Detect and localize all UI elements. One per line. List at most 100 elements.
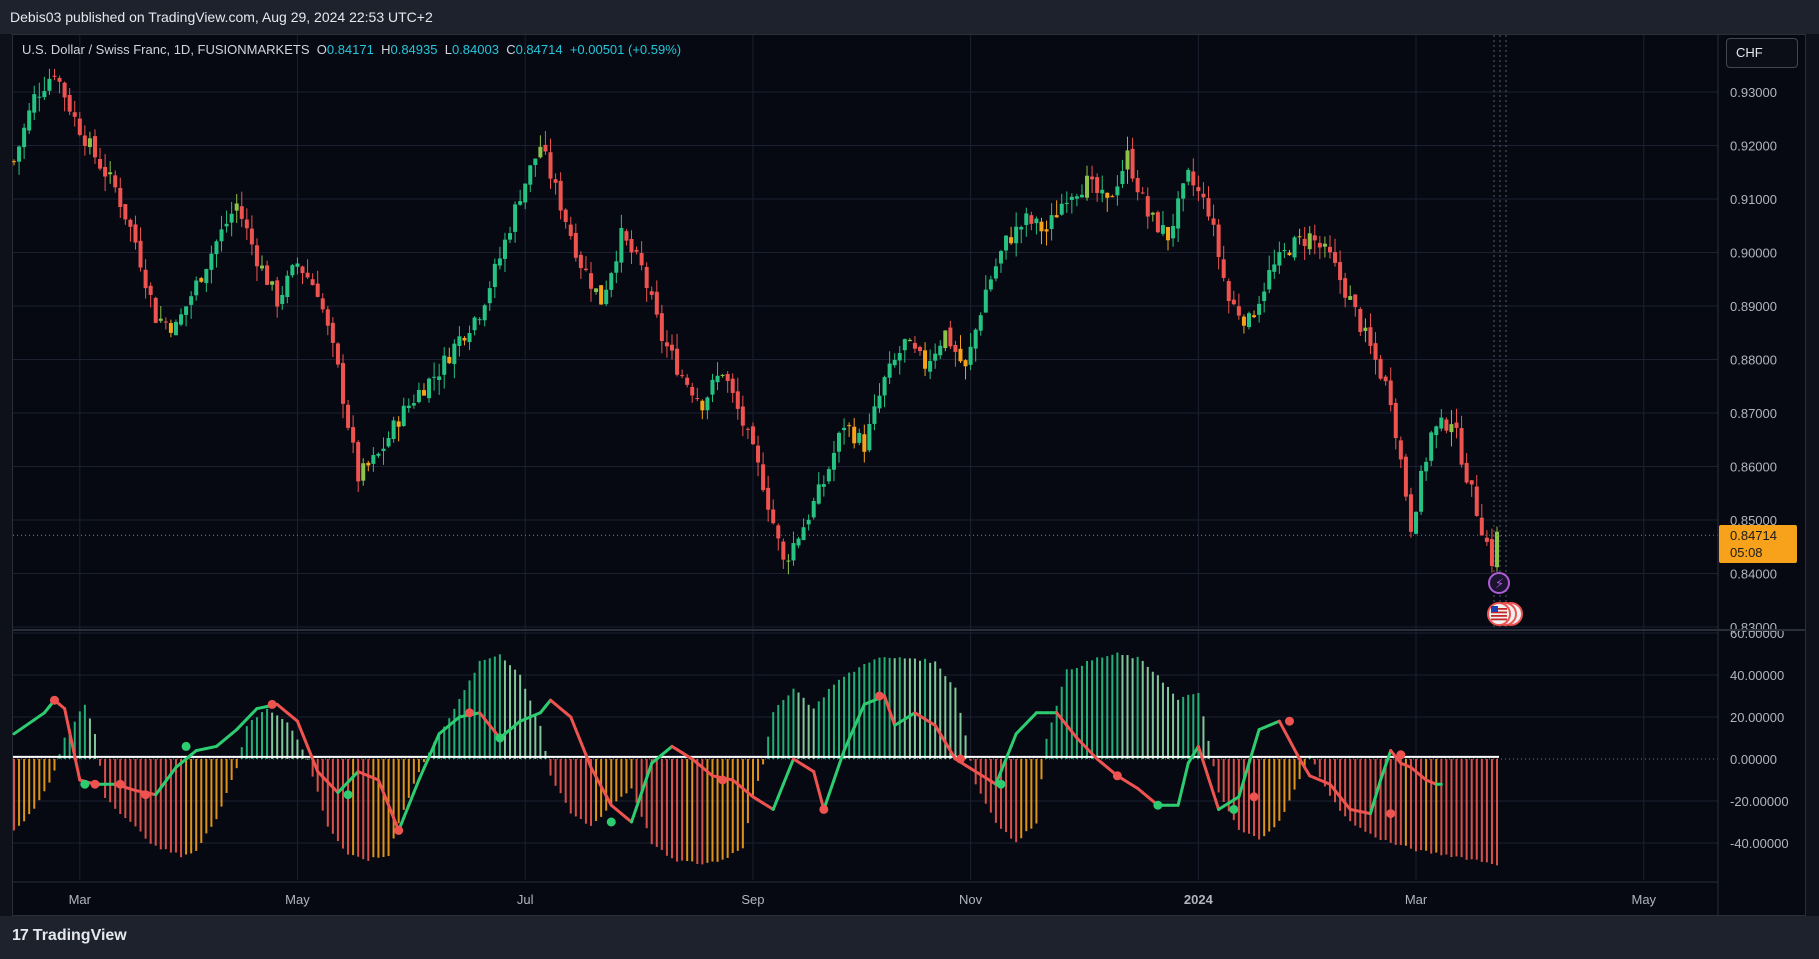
histogram-bar (104, 759, 107, 799)
candle-body (563, 209, 568, 222)
tradingview-logo[interactable]: 17 TradingView (12, 927, 127, 945)
chart-frame[interactable] (12, 34, 1806, 916)
candle-body (62, 82, 67, 98)
histogram-bar (701, 759, 704, 865)
oscillator-peak-marker (955, 754, 965, 764)
histogram-bar (357, 759, 360, 857)
open-label: O (316, 42, 327, 57)
histogram-bar (549, 759, 552, 776)
oscillator-line (1252, 728, 1261, 748)
histogram-bar (989, 759, 992, 813)
histogram-bar (1212, 759, 1215, 767)
candle-body (973, 329, 978, 349)
histogram-bar (1106, 656, 1109, 759)
histogram-bar (868, 662, 871, 759)
candle-body (680, 375, 685, 377)
candle-body (806, 519, 811, 525)
histogram-bar (812, 708, 815, 759)
histogram-bar (468, 680, 471, 759)
candle-body (376, 453, 381, 456)
histogram-bar (1151, 671, 1154, 759)
candle-body (356, 442, 361, 482)
candle-body (1100, 189, 1105, 194)
histogram-bar (655, 759, 658, 847)
candle-body (690, 386, 695, 396)
oscillator-line (407, 791, 416, 807)
histogram-bar (1435, 759, 1438, 853)
candle-body (1312, 235, 1317, 241)
candle-body (1388, 380, 1393, 406)
candle-body (1125, 150, 1130, 170)
histogram-bar (797, 692, 800, 759)
histogram-bar (524, 688, 527, 759)
oscillator-trough-marker (343, 790, 353, 800)
histogram-bar (28, 759, 31, 815)
candle-body (1145, 196, 1150, 217)
candle-body (1414, 511, 1419, 534)
candle-body (654, 291, 659, 315)
oscillator-line (579, 740, 588, 757)
candle-body (1459, 428, 1464, 465)
histogram-bar (109, 759, 112, 803)
candle-body (1262, 291, 1267, 302)
histogram-bar (185, 759, 188, 855)
candle-body (993, 266, 998, 279)
candle-body (826, 469, 831, 482)
time-axis-tick: Nov (959, 892, 983, 907)
candle-body (447, 356, 452, 364)
candle-body (1231, 299, 1236, 305)
histogram-bar (691, 759, 694, 862)
histogram-bar (1425, 759, 1428, 851)
histogram-bar (1217, 759, 1220, 793)
candle-body (1348, 296, 1353, 300)
histogram-bar (1399, 759, 1402, 846)
candle-body (1004, 235, 1009, 251)
candle-body (118, 187, 123, 208)
histogram-bar (1323, 759, 1326, 787)
histogram-bar (1045, 738, 1048, 759)
candle-body (831, 452, 836, 470)
oscillator-line (1201, 760, 1210, 780)
candle-body (1307, 233, 1312, 250)
candle-body (1267, 270, 1272, 290)
oscillator-line (832, 763, 841, 782)
histogram-bar (1070, 669, 1073, 759)
oscillator-line (306, 744, 315, 761)
histogram-bar (245, 726, 248, 759)
histogram-bar (68, 729, 71, 759)
candle-body (1287, 252, 1292, 256)
histogram-bar (1475, 759, 1478, 860)
histogram-bar (458, 698, 461, 759)
histogram-bar (544, 750, 547, 759)
lightning-glyph: ⚡ (1495, 576, 1504, 591)
histogram-bar (159, 759, 162, 850)
candle-body (1246, 313, 1251, 328)
candle-body (1079, 194, 1084, 198)
candle-body (695, 398, 700, 400)
histogram-bar (1101, 657, 1104, 759)
candle-body (867, 423, 872, 451)
currency-button[interactable]: CHF (1726, 38, 1798, 68)
histogram-bar (1409, 759, 1412, 849)
flag-stripe (1491, 608, 1507, 610)
histogram-bar (1420, 759, 1423, 851)
candle-body (781, 541, 786, 560)
histogram-bar (291, 730, 294, 759)
candle-body (756, 445, 761, 463)
histogram-bar (903, 658, 906, 759)
price-axis-tick: 0.85000 (1730, 513, 1777, 528)
candle-body (983, 289, 988, 313)
candle-body (437, 376, 442, 381)
candle-body (1024, 213, 1029, 225)
histogram-bar (1177, 699, 1180, 759)
candle-body (300, 266, 305, 274)
top-bar: Debis03 published on TradingView.com, Au… (0, 0, 1819, 34)
candle-body (1049, 215, 1054, 230)
oscillator-line (948, 749, 957, 761)
histogram-bar (1430, 759, 1433, 854)
oscillator-pane (12, 652, 1718, 866)
price-axis-tick: 0.93000 (1730, 85, 1777, 100)
histogram-bar (514, 669, 517, 759)
histogram-bar (407, 759, 410, 798)
